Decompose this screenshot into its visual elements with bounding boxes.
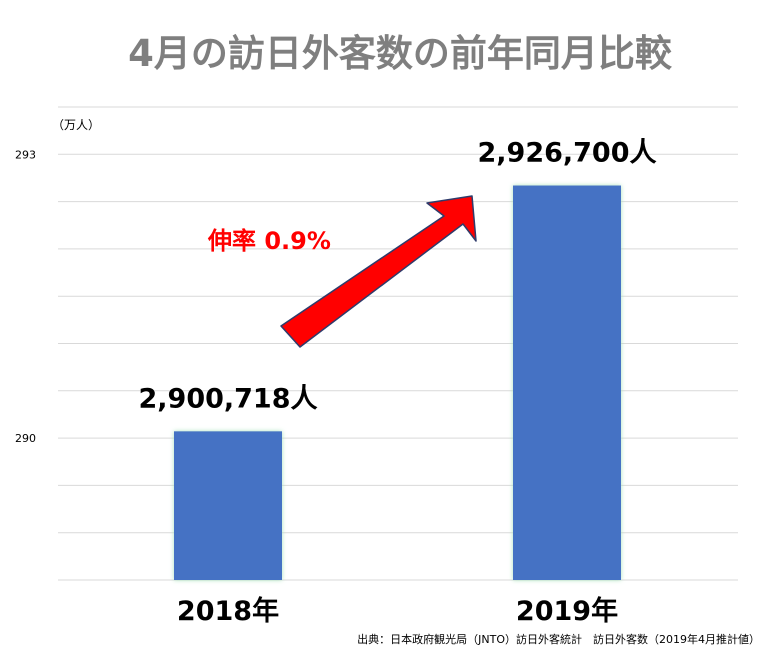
bar	[513, 185, 621, 580]
y-axis-ticks: 290 293	[15, 148, 36, 445]
bars	[174, 185, 621, 580]
x-axis-labels: 2018年 2019年	[177, 595, 618, 627]
y-tick-label: 293	[15, 148, 36, 161]
y-tick-label: 290	[15, 432, 36, 445]
x-category-label: 2019年	[516, 595, 618, 627]
y-unit-label: （万人）	[52, 118, 100, 132]
chart-title: 4月の訪日外客数の前年同月比較	[128, 32, 673, 75]
data-label: 2,900,718人	[138, 383, 317, 414]
data-label: 2,926,700人	[477, 138, 656, 169]
grid-lines	[58, 106, 738, 581]
x-category-label: 2018年	[177, 595, 279, 627]
bar	[174, 431, 282, 580]
data-labels: 2,900,718人 2,926,700人	[138, 138, 656, 415]
source-note: 出典：日本政府観光局（JNTO）訪日外客統計 訪日外客数（2019年4月推計値）	[357, 632, 760, 646]
growth-arrow	[280, 195, 477, 348]
growth-rate-label: 伸率 0.9%	[207, 227, 331, 255]
